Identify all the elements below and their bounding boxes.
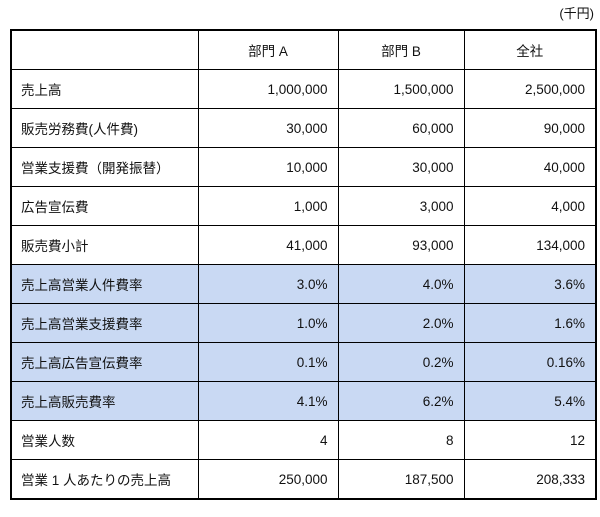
header-cell-dept-b: 部門 B	[337, 29, 465, 70]
cell-value: 134,000	[463, 225, 597, 265]
cell-value: 40,000	[463, 147, 597, 187]
table-row: 販売費小計 41,000 93,000 134,000	[10, 225, 597, 265]
cell-value: 10,000	[197, 147, 339, 187]
cell-value: 6.2%	[337, 381, 465, 421]
cell-value: 1.6%	[463, 303, 597, 343]
row-label: 営業人数	[10, 420, 199, 460]
header-cell-company-total: 全社	[463, 29, 597, 70]
table-row: 売上高販売費率 4.1% 6.2% 5.4%	[10, 381, 597, 421]
table-row: 販売労務費(人件費) 30,000 60,000 90,000	[10, 108, 597, 148]
cell-value: 208,333	[463, 459, 597, 500]
cell-value: 60,000	[337, 108, 465, 148]
cell-value: 1,000,000	[197, 69, 339, 109]
cell-value: 3.0%	[197, 264, 339, 304]
cell-value: 0.16%	[463, 342, 597, 382]
cell-value: 4,000	[463, 186, 597, 226]
table-row: 営業 1 人あたりの売上高 250,000 187,500 208,333	[10, 459, 597, 500]
row-label: 売上高広告宣伝費率	[10, 342, 199, 382]
row-label: 売上高営業支援費率	[10, 303, 199, 343]
table-row: 営業人数 4 8 12	[10, 420, 597, 460]
row-label: 営業 1 人あたりの売上高	[10, 459, 199, 500]
table-row: 営業支援費（開発振替） 10,000 30,000 40,000	[10, 147, 597, 187]
cell-value: 187,500	[337, 459, 465, 500]
cell-value: 4	[197, 420, 339, 460]
cell-value: 4.1%	[197, 381, 339, 421]
cell-value: 30,000	[337, 147, 465, 187]
cell-value: 90,000	[463, 108, 597, 148]
row-label: 売上高営業人件費率	[10, 264, 199, 304]
cell-value: 1,500,000	[337, 69, 465, 109]
cell-value: 0.2%	[337, 342, 465, 382]
cell-value: 4.0%	[337, 264, 465, 304]
header-cell-empty	[10, 29, 199, 70]
cell-value: 8	[337, 420, 465, 460]
table-row: 売上高 1,000,000 1,500,000 2,500,000	[10, 69, 597, 109]
row-label: 販売費小計	[10, 225, 199, 265]
cell-value: 1.0%	[197, 303, 339, 343]
table-row: 売上高営業人件費率 3.0% 4.0% 3.6%	[10, 264, 597, 304]
cell-value: 41,000	[197, 225, 339, 265]
row-label: 広告宣伝費	[10, 186, 199, 226]
header-row: 部門 A 部門 B 全社	[10, 29, 597, 70]
table-row: 広告宣伝費 1,000 3,000 4,000	[10, 186, 597, 226]
table-row: 売上高営業支援費率 1.0% 2.0% 1.6%	[10, 303, 597, 343]
unit-label: (千円)	[559, 6, 594, 21]
cell-value: 30,000	[197, 108, 339, 148]
cell-value: 5.4%	[463, 381, 597, 421]
cell-value: 250,000	[197, 459, 339, 500]
row-label: 売上高	[10, 69, 199, 109]
cell-value: 2.0%	[337, 303, 465, 343]
cell-value: 93,000	[337, 225, 465, 265]
cell-value: 2,500,000	[463, 69, 597, 109]
cell-value: 12	[463, 420, 597, 460]
cell-value: 0.1%	[197, 342, 339, 382]
cell-value: 3,000	[337, 186, 465, 226]
header-cell-dept-a: 部門 A	[197, 29, 339, 70]
row-label: 営業支援費（開発振替）	[10, 147, 199, 187]
cell-value: 3.6%	[463, 264, 597, 304]
row-label: 販売労務費(人件費)	[10, 108, 199, 148]
department-cost-table: 部門 A 部門 B 全社 売上高 1,000,000 1,500,000 2,500,…	[10, 29, 597, 500]
row-label: 売上高販売費率	[10, 381, 199, 421]
cell-value: 1,000	[197, 186, 339, 226]
table-row: 売上高広告宣伝費率 0.1% 0.2% 0.16%	[10, 342, 597, 382]
